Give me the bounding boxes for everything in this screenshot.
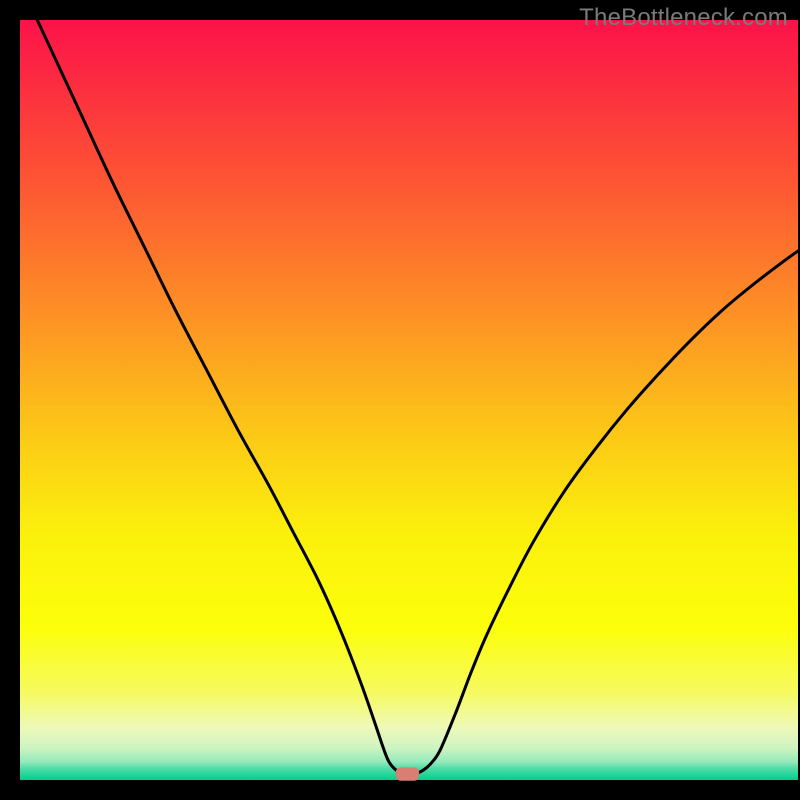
watermark-text: TheBottleneck.com: [579, 4, 788, 32]
bottleneck-chart: [0, 0, 800, 800]
dip-marker: [396, 767, 419, 780]
plot-area: [20, 20, 798, 780]
